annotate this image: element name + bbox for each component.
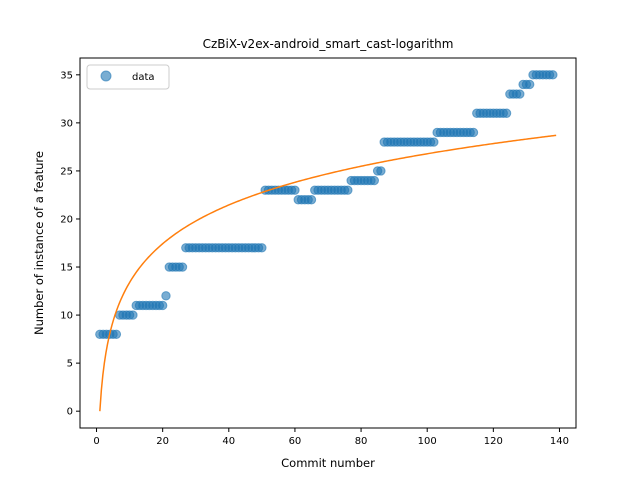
data-point	[343, 185, 353, 195]
chart-title: CzBiX-v2ex-android_smart_cast-logarithm	[203, 37, 454, 51]
data-point	[369, 175, 379, 186]
x-tick-label-5: 100	[418, 436, 437, 447]
plot-frame	[79, 57, 577, 429]
x-tick-label-6: 120	[484, 436, 503, 447]
x-tick-label-1: 20	[156, 436, 169, 447]
data-point	[306, 195, 317, 205]
data-point	[157, 300, 168, 311]
y-tick-label-5: 25	[60, 166, 73, 177]
x-tick-label-3: 60	[289, 436, 302, 447]
data-point	[111, 329, 122, 339]
ticks-layer: 0 20 40 60 80 100 120 140 0 5 10 15 20 25 30 35	[60, 70, 569, 447]
data-point	[128, 310, 138, 320]
y-tick-label-2: 10	[60, 311, 73, 322]
legend: data	[86, 64, 170, 90]
data-point	[161, 291, 171, 301]
y-tick-label-0: 0	[67, 407, 73, 418]
plot-layer	[95, 70, 558, 412]
y-tick-label-7: 35	[60, 70, 73, 81]
data-point	[290, 185, 300, 195]
legend-marker-data	[100, 70, 112, 82]
data-point	[468, 127, 479, 138]
fit-line	[99, 134, 557, 412]
data-point	[376, 166, 386, 176]
x-tick-label-0: 0	[93, 436, 99, 447]
y-axis-label: Number of instance of a feature	[32, 151, 46, 335]
y-tick-label-1: 5	[67, 359, 73, 370]
x-axis-label: Commit number	[281, 456, 375, 470]
legend-label-data: data	[132, 72, 155, 83]
data-point	[257, 243, 267, 253]
y-tick-label-6: 30	[60, 118, 73, 129]
legend-box	[86, 64, 170, 90]
x-tick-label-7: 140	[550, 436, 569, 447]
y-tick-label-4: 20	[60, 214, 73, 225]
data-point	[548, 70, 558, 80]
data-point	[515, 89, 525, 99]
data-point	[501, 108, 512, 118]
x-tick-label-2: 40	[222, 436, 235, 447]
data-point	[525, 79, 535, 90]
data-point	[429, 137, 439, 147]
y-tick-label-3: 15	[60, 263, 73, 274]
x-tick-label-4: 80	[355, 436, 368, 447]
data-point	[177, 262, 188, 272]
